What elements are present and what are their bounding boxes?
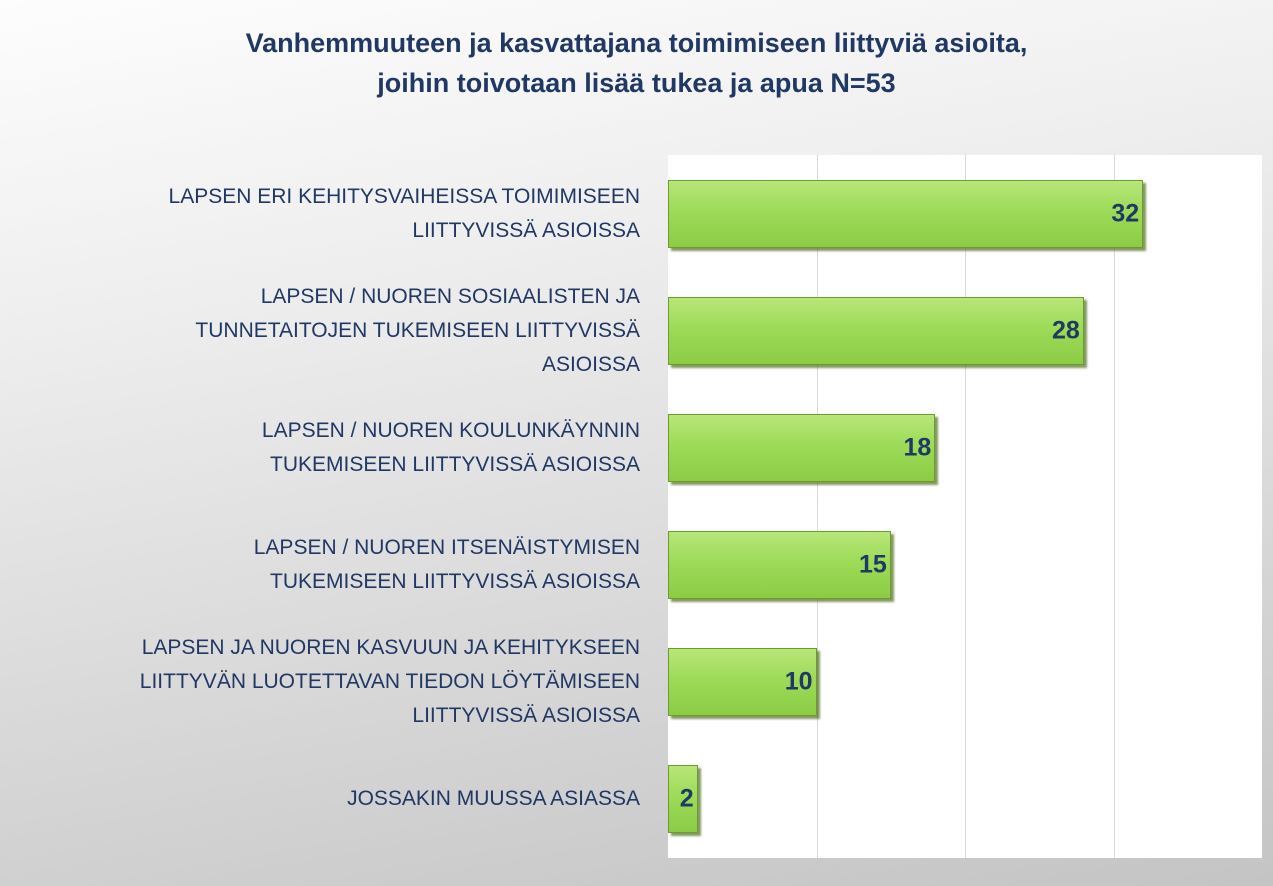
bar [668,765,698,834]
bar [668,413,936,482]
data-label: 2 [679,784,694,813]
bar [668,531,891,600]
y-tick-label: LAPSEN JA NUOREN KASVUUN JA KEHITYKSEEN … [139,636,640,728]
grid-line [1113,155,1115,858]
data-label: 18 [903,433,932,462]
y-tick-label: LAPSEN / NUOREN ITSENÄISTYMISEN TUKEMISE… [253,536,640,594]
data-label: 15 [858,550,887,579]
bar [668,296,1084,365]
bar [668,179,1144,248]
data-label: 10 [784,667,813,696]
y-tick-label: JOSSAKIN MUUSSA ASIASSA [347,787,640,811]
grid-line [965,155,966,858]
chart-title: Vanhemmuuteen ja kasvattajana toimimisee… [245,28,1028,58]
data-label: 32 [1111,199,1140,228]
data-label: 28 [1051,316,1080,345]
grid-line [816,155,818,858]
y-tick-label: LAPSEN / NUOREN SOSIAALISTEN JA TUNNETAI… [195,284,640,376]
y-tick-label: LAPSEN / NUOREN KOULUNKÄYNNIN TUKEMISEEN… [261,418,640,476]
y-tick-label: LAPSEN ERI KEHITYSVAIHEISSA TOIMIMISEEN … [168,184,640,242]
bar [668,648,817,717]
chart-title: joihin toivotaan lisää tukea ja apua N=5… [377,68,896,98]
plot-area: 32 28 18 15 10 2 [668,155,1262,858]
